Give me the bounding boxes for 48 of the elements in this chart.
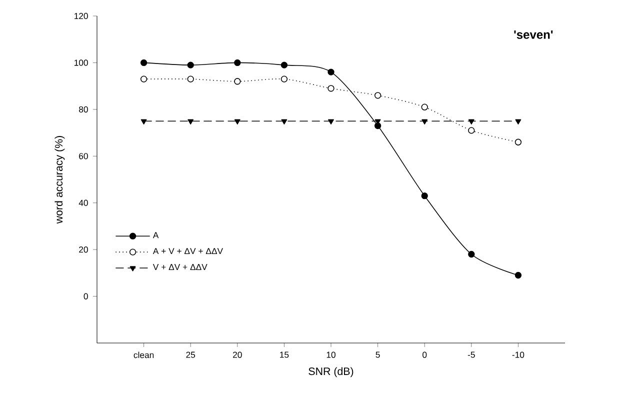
- point: [421, 192, 428, 200]
- x-tick-label: 10: [326, 352, 336, 358]
- y-tick-label: 20: [79, 246, 88, 253]
- point: [280, 76, 288, 82]
- point: [421, 104, 428, 110]
- x-tick-label: 15: [280, 352, 289, 358]
- point: [374, 92, 382, 99]
- point: [328, 85, 334, 92]
- point: [328, 119, 334, 124]
- point: [234, 119, 240, 124]
- point: [140, 76, 148, 82]
- annotation: 'seven': [514, 30, 553, 39]
- point: [514, 138, 522, 146]
- point: [280, 62, 288, 68]
- point: [140, 59, 148, 66]
- x-tick-label: -10: [512, 352, 524, 358]
- x-tick-label: 20: [233, 352, 242, 358]
- point: [328, 68, 334, 76]
- y-tick-label: 40: [78, 200, 88, 206]
- x-tick-label: -5: [468, 352, 475, 358]
- y-tick-label: 0: [84, 293, 88, 300]
- y-tick-label: 80: [79, 106, 88, 112]
- legend-label: A + V + ΔV + ΔΔV: [152, 248, 223, 254]
- y-tick-label: 60: [79, 153, 88, 160]
- point: [422, 119, 428, 124]
- y-tick-label: 100: [74, 60, 88, 66]
- y-axis-title: word accuracy (%): [54, 136, 65, 224]
- point: [281, 119, 288, 124]
- point: [234, 59, 241, 66]
- point: [140, 119, 147, 124]
- point: [468, 127, 475, 134]
- point: [374, 122, 382, 130]
- point: [468, 119, 474, 124]
- point: [234, 78, 241, 85]
- point: [187, 76, 194, 82]
- x-tick-label: 5: [376, 352, 380, 358]
- x-tick-label: 0: [422, 352, 427, 358]
- legend-label: A: [152, 232, 159, 238]
- legend-label: V + ΔV + ΔΔV: [152, 264, 208, 270]
- y-tick-label: 120: [74, 12, 88, 20]
- point: [514, 272, 522, 279]
- point: [515, 119, 522, 124]
- x-tick-label: 25: [186, 352, 196, 358]
- point: [187, 62, 194, 68]
- point: [188, 119, 194, 124]
- x-axis-title: SNR (dB): [308, 367, 354, 378]
- x-tick-label: clean: [134, 352, 154, 358]
- point: [468, 250, 475, 258]
